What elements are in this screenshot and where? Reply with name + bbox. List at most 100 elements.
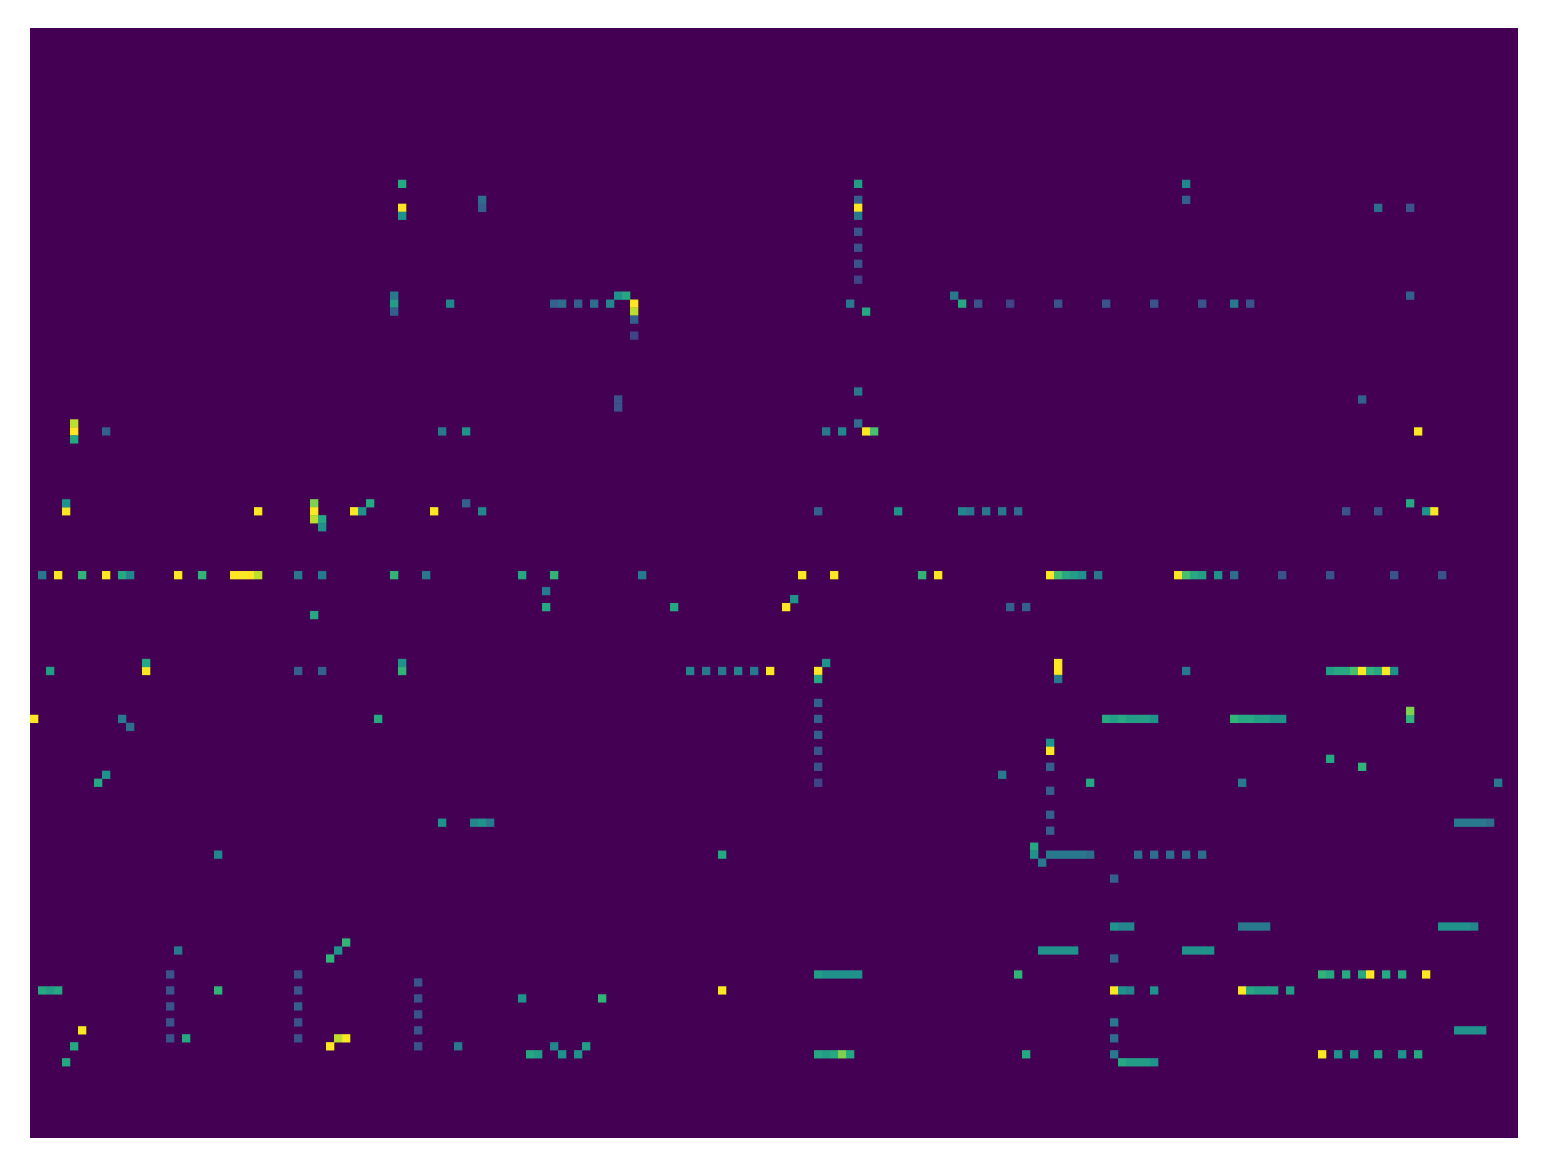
heatmap-cell [214,851,222,859]
heatmap-cell [1046,946,1054,954]
heatmap-cell [1246,922,1254,930]
heatmap-cell [574,1050,582,1058]
heatmap-cell [454,1042,462,1050]
heatmap-cell [390,307,398,315]
heatmap-cell [1086,851,1094,859]
heatmap-cell [854,260,862,268]
heatmap-cell [1262,715,1270,723]
heatmap-cell [310,515,318,523]
page-background [0,0,1548,1168]
heatmap-cell [478,196,486,204]
heatmap-cell [1462,922,1470,930]
heatmap-cell [166,1002,174,1010]
heatmap-cell [830,1050,838,1058]
heatmap-cell [1166,851,1174,859]
heatmap-cell [1102,300,1110,308]
heatmap-cell [1238,715,1246,723]
heatmap-cell [1110,1018,1118,1026]
heatmap-cell [1126,715,1134,723]
heatmap-cell [1478,819,1486,827]
heatmap-cell [1046,787,1054,795]
heatmap-cell [478,204,486,212]
heatmap-cell [78,571,86,579]
heatmap-cell [894,507,902,515]
heatmap-cell [1254,922,1262,930]
heatmap-cell [1118,922,1126,930]
heatmap-cell [854,387,862,395]
heatmap-cell [862,307,870,315]
heatmap-cell [1462,819,1470,827]
heatmap-cell [102,427,110,435]
heatmap-cell [46,986,54,994]
heatmap-cell [846,1050,854,1058]
heatmap-cell [478,819,486,827]
heatmap-cell [1190,946,1198,954]
heatmap-cell [1254,986,1262,994]
chart [0,0,1548,1168]
heatmap-cell [1046,851,1054,859]
heatmap-cell [1470,819,1478,827]
heatmap-cell [1110,1034,1118,1042]
heatmap-cell [398,204,406,212]
heatmap-cell [518,994,526,1002]
heatmap-cell [782,603,790,611]
heatmap-cell [294,667,302,675]
heatmap-cell [70,435,78,443]
heatmap-cell [102,571,110,579]
heatmap-cell [1238,922,1246,930]
heatmap-cell [1198,851,1206,859]
heatmap-cell [462,427,470,435]
heatmap-cell [814,699,822,707]
heatmap-cell [1014,507,1022,515]
heatmap-cell [1182,946,1190,954]
heatmap-cell [1198,300,1206,308]
heatmap-cell [438,427,446,435]
heatmap-cell [398,659,406,667]
heatmap-cell [630,315,638,323]
heatmap-cell [1150,986,1158,994]
heatmap-cell [934,571,942,579]
heatmap-cell [1110,986,1118,994]
heatmap-cell [398,667,406,675]
heatmap-cell [814,779,822,787]
heatmap-cell [390,292,398,300]
heatmap-cell [614,292,622,300]
heatmap-cell [1334,667,1342,675]
heatmap-cell [1326,667,1334,675]
heatmap-cell [310,499,318,507]
heatmap-cell [1102,715,1110,723]
heatmap-cell [854,204,862,212]
heatmap-cell [70,419,78,427]
heatmap-cell [718,667,726,675]
heatmap-cell [1446,922,1454,930]
heatmap-cell [1214,571,1222,579]
heatmap-cell [1126,986,1134,994]
heatmap-cell [1238,986,1246,994]
heatmap-cell [1094,571,1102,579]
heatmap-cell [1486,819,1494,827]
heatmap-cell [1398,1050,1406,1058]
heatmap-cell [318,515,326,523]
heatmap-cell [334,946,342,954]
heatmap-cell [1358,763,1366,771]
heatmap-cell [1054,675,1062,683]
heatmap-cell [998,507,1006,515]
heatmap-cell [294,1002,302,1010]
heatmap-cell [542,603,550,611]
heatmap-cell [318,523,326,531]
heatmap-cell [1478,1026,1486,1034]
heatmap-cell [1054,667,1062,675]
heatmap-cell [718,851,726,859]
heatmap-cell [1414,427,1422,435]
heatmap-cell [470,819,478,827]
heatmap-cell [838,970,846,978]
heatmap-cell [294,1034,302,1042]
heatmap-cell [718,986,726,994]
heatmap-cell [1278,571,1286,579]
heatmap-cell [1246,300,1254,308]
heatmap-cell [1438,922,1446,930]
heatmap-cell [814,763,822,771]
heatmap-cell [1454,922,1462,930]
heatmap-cell [342,938,350,946]
heatmap-cell [854,244,862,252]
